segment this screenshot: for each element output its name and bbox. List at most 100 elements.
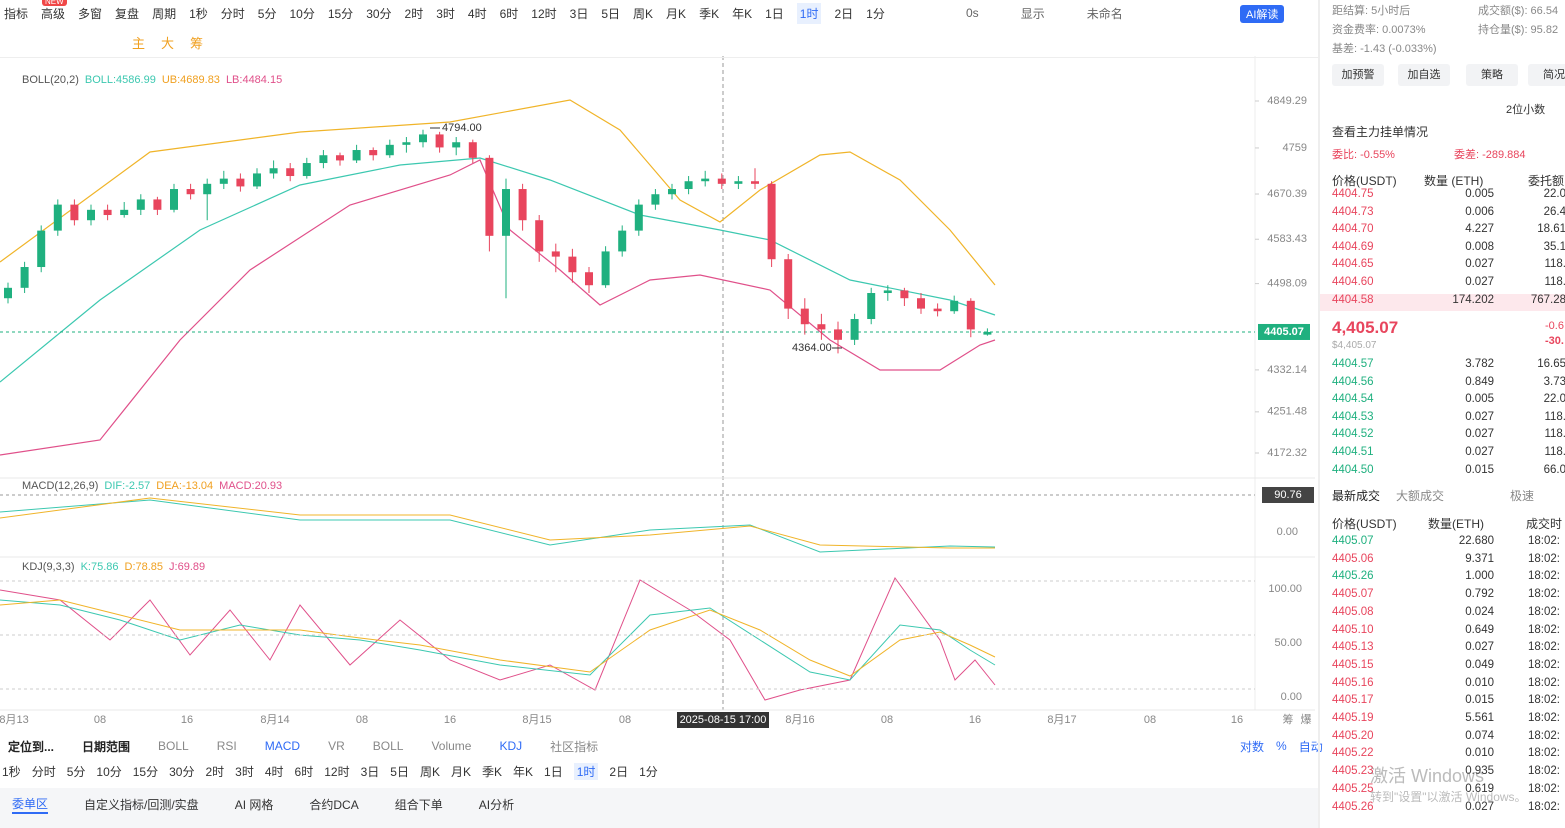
period-item[interactable]: 15分 xyxy=(132,764,159,779)
toolbar-item[interactable]: 30分 xyxy=(366,6,392,21)
toolbar-item[interactable]: 未命名 xyxy=(1086,6,1123,21)
candle-body xyxy=(485,157,494,236)
tab[interactable]: 委单区 xyxy=(12,795,49,814)
trade-time: 18:02: xyxy=(1528,641,1560,654)
toolbar-item[interactable]: 1日 xyxy=(765,6,784,21)
indicator-item[interactable]: 日期范围 xyxy=(82,739,131,754)
indicator-item[interactable]: RSI xyxy=(216,739,237,753)
toolbar-item[interactable]: 3日 xyxy=(569,6,589,21)
toolbar-item[interactable]: 复盘 xyxy=(115,6,140,21)
period-item[interactable]: 1分 xyxy=(639,764,658,779)
period-item[interactable]: 分时 xyxy=(31,764,56,779)
period-item[interactable]: 30分 xyxy=(169,764,195,779)
tab[interactable]: AI分析 xyxy=(478,797,515,812)
indicator-item[interactable]: VR xyxy=(328,739,345,753)
period-item[interactable]: 10分 xyxy=(96,764,122,779)
draw-tool[interactable]: 主 xyxy=(132,35,146,51)
toolbar-item[interactable]: 10分 xyxy=(289,6,315,21)
indicator-item[interactable]: 定位到... xyxy=(8,739,55,754)
trade-tab[interactable]: 大额成交 xyxy=(1396,489,1445,503)
indicator-item[interactable]: Volume xyxy=(431,739,472,753)
toolbar-item[interactable]: 高级 xyxy=(41,6,66,21)
toolbar-item[interactable]: 12时 xyxy=(531,6,557,21)
toolbar-item[interactable]: 月K xyxy=(666,6,687,21)
tab[interactable]: 自定义指标/回测/实盘 xyxy=(84,797,199,812)
toolbar-item[interactable]: 1秒 xyxy=(189,6,208,21)
candle-body xyxy=(186,189,195,195)
panel-button[interactable]: 加自选 xyxy=(1398,64,1450,86)
toolbar-item[interactable]: 指标 xyxy=(4,6,29,21)
toolbar-item[interactable]: 6时 xyxy=(499,6,519,21)
indicator-item[interactable]: BOLL xyxy=(158,739,189,753)
period-item[interactable]: 1时 xyxy=(573,762,599,780)
trade-tab[interactable]: 极速 xyxy=(1510,489,1535,503)
period-item[interactable]: 6时 xyxy=(294,764,314,779)
period-item[interactable]: 5日 xyxy=(390,764,409,779)
period-item[interactable]: 1日 xyxy=(544,764,563,779)
candle-body xyxy=(120,209,129,216)
period-item[interactable]: 季K xyxy=(481,764,502,779)
candle-body xyxy=(717,178,726,184)
period-item[interactable]: 4时 xyxy=(264,764,284,779)
indicator-item[interactable]: MACD xyxy=(264,739,301,753)
indicator-item[interactable]: 社区指标 xyxy=(550,739,599,754)
toolbar-item[interactable]: 1时 xyxy=(796,2,822,24)
row-amount: 18.61 xyxy=(1537,223,1565,236)
toolbar-item[interactable]: 多窗 xyxy=(78,6,103,21)
period-item[interactable]: 周K xyxy=(419,764,440,779)
toolbar-item[interactable]: 4时 xyxy=(467,6,487,21)
x-tick-label: 筹 xyxy=(1283,712,1294,726)
main-orders[interactable]: 查看主力挂单情况 xyxy=(1332,125,1429,139)
period-item[interactable]: 3时 xyxy=(235,764,254,779)
period-item[interactable]: 年K xyxy=(513,764,534,779)
period-item[interactable]: 3日 xyxy=(360,764,380,779)
trade-time: 18:02: xyxy=(1528,676,1560,689)
period-item[interactable]: 1秒 xyxy=(2,764,21,779)
candle-body xyxy=(933,308,942,312)
indicator-item[interactable]: % xyxy=(1276,739,1287,753)
toolbar-item[interactable]: 5日 xyxy=(601,6,621,21)
tab[interactable]: 合约DCA xyxy=(309,797,359,812)
candle-body xyxy=(917,298,925,309)
period-item[interactable]: 5分 xyxy=(66,764,86,779)
draw-tool[interactable]: 筹 xyxy=(190,35,204,51)
indicator-item[interactable]: BOLL xyxy=(372,739,404,753)
toolbar-item[interactable]: 周期 xyxy=(152,6,177,21)
period-item[interactable]: 2日 xyxy=(609,764,629,779)
toolbar-item[interactable]: 年K xyxy=(732,6,753,21)
panel-button[interactable]: 加预警 xyxy=(1332,64,1384,86)
candle-body xyxy=(900,290,909,299)
toolbar-item[interactable]: 季K xyxy=(699,6,720,21)
candle-body xyxy=(20,267,29,288)
toolbar-item[interactable]: 2日 xyxy=(834,6,854,21)
indicator-item[interactable]: 自动 xyxy=(1298,739,1323,754)
indicator-item[interactable]: 对数 xyxy=(1240,739,1265,754)
legend-item: K:75.86 xyxy=(80,561,119,573)
tab[interactable]: AI 网格 xyxy=(234,797,274,812)
ai-button[interactable]: AI解读 xyxy=(1240,5,1285,23)
toolbar-item[interactable]: 分时 xyxy=(220,6,245,21)
toolbar-item[interactable]: 15分 xyxy=(327,6,354,21)
toolbar-item[interactable]: 2时 xyxy=(404,6,424,21)
decimals[interactable]: 2位小数 xyxy=(1506,104,1546,116)
panel-button[interactable]: 简况 xyxy=(1528,64,1565,86)
row-amount: 22.0 xyxy=(1543,188,1565,200)
toolbar-item[interactable]: 0s xyxy=(966,6,979,20)
toolbar-item[interactable]: 3时 xyxy=(436,6,455,21)
period-item[interactable]: 12时 xyxy=(324,764,350,779)
toolbar-item[interactable]: 显示 xyxy=(1020,6,1045,21)
trade-price: 4405.08 xyxy=(1332,605,1374,618)
panel-button[interactable]: 策略 xyxy=(1466,64,1518,86)
trade-time: 18:02: xyxy=(1528,765,1560,778)
draw-tool[interactable]: 大 xyxy=(161,35,175,51)
period-item[interactable]: 2时 xyxy=(205,764,225,779)
toolbar-item[interactable]: 5分 xyxy=(257,6,277,21)
tab[interactable]: 组合下单 xyxy=(394,797,443,812)
toolbar-item[interactable]: 周K xyxy=(633,6,654,21)
row-qty: 174.202 xyxy=(1452,293,1494,306)
period-item[interactable]: 月K xyxy=(450,764,471,779)
trade-tab[interactable]: 最新成交 xyxy=(1332,489,1381,503)
toolbar-item[interactable]: 1分 xyxy=(866,6,885,21)
indicator-item[interactable]: KDJ xyxy=(499,739,523,753)
x-tick-label: 8月16 xyxy=(785,714,814,726)
